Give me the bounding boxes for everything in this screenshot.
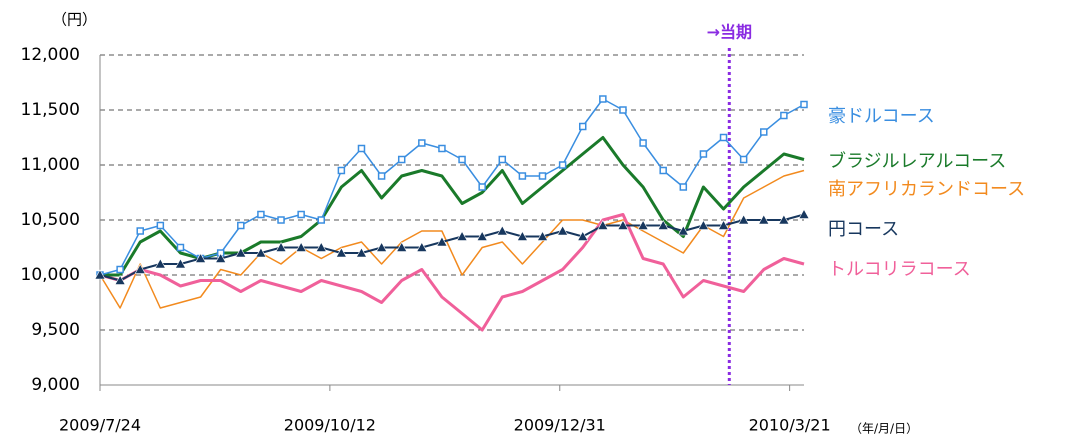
point bbox=[738, 214, 750, 225]
legend-label: 豪ドルコース bbox=[828, 106, 935, 127]
point bbox=[659, 166, 667, 175]
point bbox=[195, 252, 207, 263]
point bbox=[295, 241, 307, 252]
point bbox=[578, 122, 587, 131]
point bbox=[538, 172, 547, 180]
series-line bbox=[99, 213, 805, 332]
point bbox=[134, 263, 146, 274]
point bbox=[778, 214, 790, 225]
point bbox=[355, 247, 367, 258]
y-tick-label: 10,500 bbox=[21, 210, 80, 230]
point bbox=[438, 144, 446, 153]
point bbox=[718, 219, 730, 230]
y-tick-label: 9,500 bbox=[31, 320, 80, 340]
point bbox=[697, 219, 709, 230]
point bbox=[116, 265, 124, 274]
point bbox=[376, 241, 388, 252]
point bbox=[174, 258, 186, 269]
x-tick-label: 2009/7/24 bbox=[59, 416, 141, 435]
point bbox=[597, 219, 609, 230]
point bbox=[557, 225, 569, 236]
point bbox=[516, 230, 528, 241]
point bbox=[255, 247, 267, 258]
point bbox=[235, 247, 247, 258]
series-line bbox=[99, 169, 805, 309]
point bbox=[436, 236, 448, 247]
point bbox=[518, 172, 527, 180]
point bbox=[337, 166, 346, 175]
point bbox=[719, 133, 728, 142]
point bbox=[277, 216, 285, 224]
point bbox=[357, 144, 366, 153]
point bbox=[476, 230, 488, 241]
y-unit: （円） bbox=[52, 11, 97, 29]
point bbox=[619, 106, 627, 114]
point bbox=[798, 208, 810, 219]
point bbox=[397, 155, 406, 164]
point bbox=[677, 225, 689, 236]
y-tick-label: 9,000 bbox=[31, 375, 80, 395]
point bbox=[456, 230, 468, 241]
point bbox=[637, 219, 649, 230]
legend-label: トルコリラコース bbox=[828, 259, 971, 280]
point bbox=[617, 219, 629, 230]
point bbox=[396, 241, 408, 252]
y-tick-label: 11,000 bbox=[21, 155, 80, 175]
point bbox=[257, 210, 265, 219]
point bbox=[377, 172, 386, 180]
point bbox=[537, 230, 549, 241]
point bbox=[498, 155, 507, 164]
point bbox=[758, 214, 770, 225]
point bbox=[297, 210, 305, 219]
point bbox=[176, 243, 185, 252]
point bbox=[496, 225, 508, 236]
y-tick-label: 12,000 bbox=[21, 45, 80, 65]
point bbox=[315, 241, 327, 252]
x-tick-label: 2009/10/12 bbox=[284, 416, 376, 435]
point bbox=[657, 219, 669, 230]
point bbox=[739, 155, 748, 164]
point bbox=[679, 183, 688, 191]
point bbox=[558, 161, 567, 169]
legend-label: 円コース bbox=[828, 219, 899, 240]
point bbox=[156, 221, 165, 230]
point bbox=[237, 221, 245, 230]
point bbox=[699, 150, 708, 158]
current-label: →当期 bbox=[707, 23, 752, 42]
point bbox=[760, 128, 768, 136]
point bbox=[215, 252, 227, 263]
legend-label: 南アフリカランドコース bbox=[828, 179, 1025, 200]
point bbox=[800, 100, 808, 109]
point bbox=[275, 241, 287, 252]
x-unit: （年/月/日） bbox=[850, 422, 918, 436]
series-line bbox=[99, 213, 805, 282]
point bbox=[416, 241, 428, 252]
x-tick-label: 2010/3/21 bbox=[749, 416, 831, 435]
series-line bbox=[99, 98, 805, 276]
legend-label: ブラジルレアルコース bbox=[828, 150, 1006, 172]
point bbox=[136, 227, 144, 235]
point bbox=[154, 258, 166, 269]
point bbox=[114, 274, 126, 285]
point bbox=[94, 269, 106, 280]
point bbox=[335, 247, 347, 258]
x-tick-label: 2009/12/31 bbox=[514, 416, 606, 435]
point bbox=[458, 155, 466, 164]
point bbox=[639, 139, 647, 147]
point bbox=[599, 95, 607, 103]
point bbox=[317, 216, 326, 224]
y-tick-label: 10,000 bbox=[21, 265, 80, 285]
point bbox=[577, 230, 589, 241]
y-tick-label: 11,500 bbox=[21, 100, 80, 120]
point bbox=[780, 111, 788, 120]
point bbox=[418, 139, 426, 147]
point bbox=[478, 183, 486, 191]
